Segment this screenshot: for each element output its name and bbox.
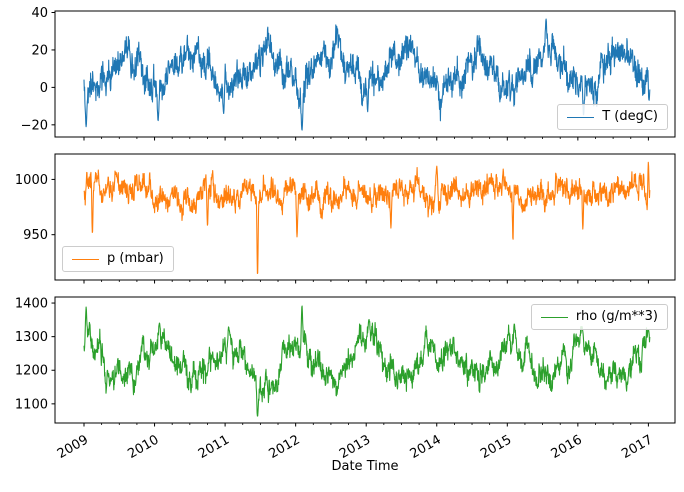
legend-label-pressure: p (mbar) [107, 251, 164, 266]
y-tick-label: 40 [31, 6, 48, 21]
series-line-0 [83, 18, 651, 131]
legend-density: rho (g/m**3) [530, 304, 668, 330]
legend-pressure: p (mbar) [62, 246, 174, 272]
x-tick-label: 2009 [55, 432, 91, 462]
legend-line-swatch-density [540, 316, 568, 318]
axes-frame [54, 296, 676, 424]
legend-label-temperature: T (degC) [602, 109, 658, 124]
subplot-1: 950 1000 [15, 153, 676, 284]
y-tick-label: 1300 [15, 330, 48, 345]
x-tick-label: 2013 [337, 432, 373, 462]
y-tick-label: 1100 [15, 397, 48, 412]
y-tick-label: 950 [23, 228, 48, 243]
x-tick-label: 2014 [408, 432, 444, 462]
x-tick-label: 2017 [619, 432, 655, 462]
x-tick-label: 2012 [266, 432, 302, 462]
y-tick-label: −20 [21, 118, 48, 133]
y-tick-label: 1200 [15, 364, 48, 379]
series-line-2 [83, 305, 651, 417]
subplot-2: 1100 1200 1300 1400 [15, 296, 676, 427]
y-tick-label: 0 [40, 81, 48, 96]
y-tick-label: 1400 [15, 297, 48, 312]
subplot-0: −20 0 20 40 [21, 6, 676, 141]
x-tick-label: 2010 [125, 432, 161, 462]
series-line-1 [83, 161, 651, 275]
legend-line-swatch-temperature [567, 116, 595, 118]
y-tick-label: 1000 [15, 173, 48, 188]
axes-frame [54, 153, 676, 281]
axes-frame [54, 10, 676, 138]
legend-label-density: rho (g/m**3) [575, 309, 658, 324]
legend-temperature: T (degC) [557, 104, 668, 130]
x-tick-label: 2011 [196, 432, 232, 462]
x-axis-title: Date Time [331, 459, 399, 474]
y-tick-label: 20 [31, 43, 48, 58]
x-tick-label: 2015 [478, 432, 514, 462]
x-tick-label: 2016 [549, 432, 585, 462]
legend-line-swatch-pressure [72, 258, 99, 260]
